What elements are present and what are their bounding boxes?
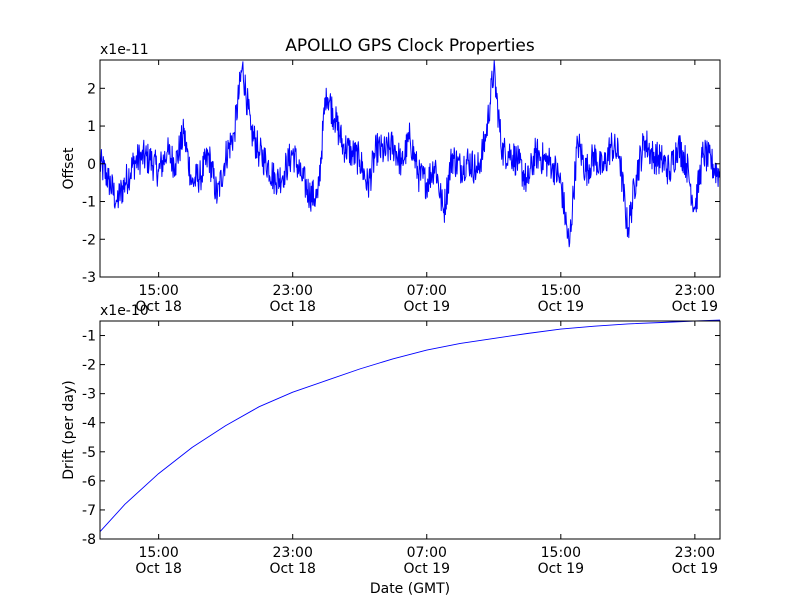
drift-xtick-date-label: Oct 19 bbox=[538, 561, 584, 577]
drift-xtick-date-label: Oct 19 bbox=[404, 561, 450, 577]
chart-title: APOLLO GPS Clock Properties bbox=[285, 36, 535, 56]
offset-xtick-date-label: Oct 19 bbox=[672, 299, 718, 315]
drift-ytick-label: -6 bbox=[82, 474, 96, 490]
offset-ytick-label: 1 bbox=[87, 119, 96, 135]
drift-ytick-label: -4 bbox=[82, 416, 96, 432]
offset-xtick-time-label: 23:00 bbox=[675, 283, 715, 299]
drift-xtick-time-label: 07:00 bbox=[407, 545, 447, 561]
offset-xtick-date-label: Oct 19 bbox=[538, 299, 584, 315]
offset-ytick-label: -2 bbox=[82, 232, 96, 248]
offset-ytick-label: 2 bbox=[87, 81, 96, 97]
drift-xtick-time-label: 15:00 bbox=[541, 545, 581, 561]
drift-exponent-label: x1e-10 bbox=[100, 303, 149, 319]
drift-ytick-label: -7 bbox=[82, 503, 96, 519]
drift-series-line bbox=[99, 319, 721, 533]
drift-ytick-label: -8 bbox=[82, 532, 96, 548]
offset-xtick-time-label: 15:00 bbox=[541, 283, 581, 299]
offset-xtick-time-label: 15:00 bbox=[138, 283, 178, 299]
offset-exponent-label: x1e-11 bbox=[100, 42, 149, 58]
offset-axes-frame bbox=[99, 59, 721, 278]
offset-ytick-label: 0 bbox=[87, 157, 96, 173]
offset-xtick-time-label: 07:00 bbox=[407, 283, 447, 299]
drift-xtick-time-label: 23:00 bbox=[273, 545, 313, 561]
drift-xtick-date-label: Oct 18 bbox=[135, 561, 181, 577]
offset-xtick-date-label: Oct 19 bbox=[404, 299, 450, 315]
drift-xtick-time-label: 23:00 bbox=[675, 545, 715, 561]
drift-xtick-time-label: 15:00 bbox=[138, 545, 178, 561]
drift-axes-frame bbox=[99, 320, 721, 540]
drift-ytick-label: -2 bbox=[82, 358, 96, 374]
offset-xtick-date-label: Oct 18 bbox=[269, 299, 315, 315]
offset-ylabel: Offset bbox=[61, 147, 77, 190]
drift-ylabel: Drift (per day) bbox=[61, 380, 77, 479]
drift-xtick-date-label: Oct 18 bbox=[269, 561, 315, 577]
offset-ytick-label: -3 bbox=[82, 270, 96, 286]
drift-xlabel: Date (GMT) bbox=[370, 581, 450, 597]
drift-ytick-label: -3 bbox=[82, 387, 96, 403]
offset-ytick-label: -1 bbox=[82, 195, 96, 211]
drift-ytick-label: -1 bbox=[82, 329, 96, 345]
drift-ytick-label: -5 bbox=[82, 445, 96, 461]
offset-series-line bbox=[99, 60, 721, 248]
drift-xtick-date-label: Oct 19 bbox=[672, 561, 718, 577]
offset-xtick-date-label: Oct 18 bbox=[135, 299, 181, 315]
offset-xtick-time-label: 23:00 bbox=[273, 283, 313, 299]
